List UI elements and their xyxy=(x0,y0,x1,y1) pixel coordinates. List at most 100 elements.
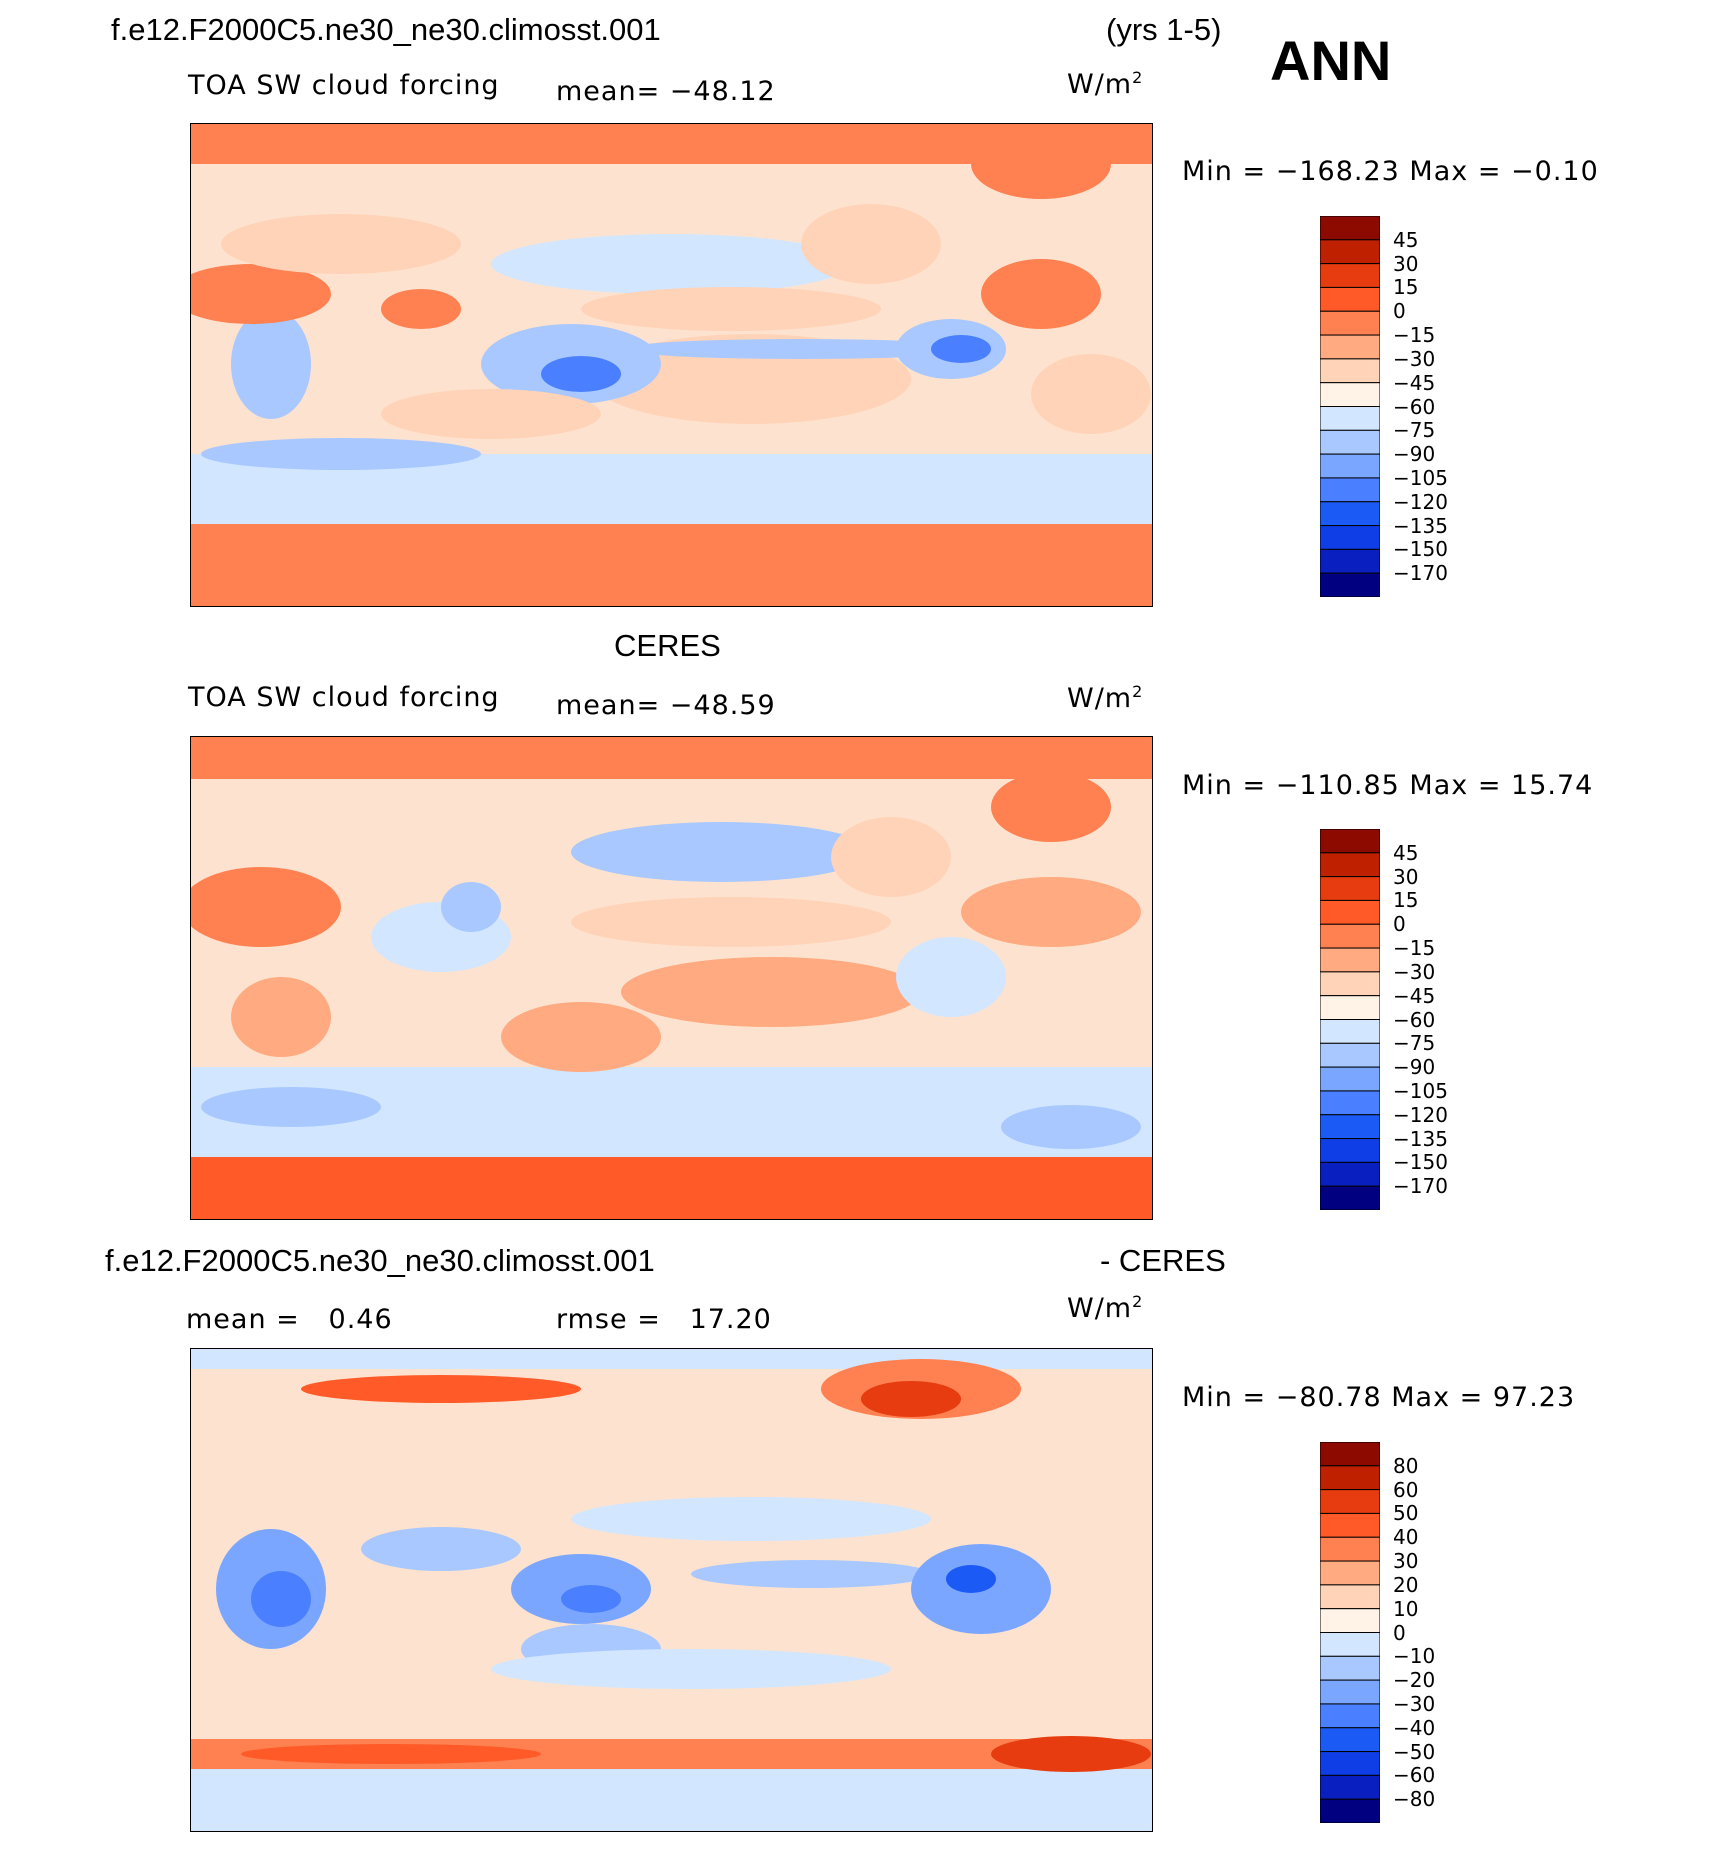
colorbar-label: −105 xyxy=(1393,1078,1448,1103)
colorbar-label: −50 xyxy=(1393,1739,1436,1764)
colorbar-label: 30 xyxy=(1393,251,1419,276)
colorbar-label: −135 xyxy=(1393,1126,1448,1151)
colorbar-label: 45 xyxy=(1393,840,1419,865)
colorbar-label: −40 xyxy=(1393,1715,1436,1740)
colorbar-swatch xyxy=(1319,852,1381,878)
colorbar-swatch xyxy=(1319,1560,1381,1586)
colorbar-swatch xyxy=(1319,1114,1381,1140)
panel1-colorbar xyxy=(1319,215,1381,602)
colorbar-swatch xyxy=(1319,406,1381,431)
colorbar-swatch xyxy=(1319,263,1381,288)
colorbar-swatch xyxy=(1319,1019,1381,1044)
colorbar-label: −150 xyxy=(1393,1150,1448,1175)
colorbar-label: −15 xyxy=(1393,936,1436,961)
colorbar-label: 10 xyxy=(1393,1596,1419,1621)
colorbar-swatch xyxy=(1319,1465,1381,1491)
panel3-colorbar-swatches xyxy=(1319,1441,1381,1824)
panel1-minmax: Min = −168.23 Max = −0.10 xyxy=(1182,156,1599,187)
colorbar-swatch xyxy=(1319,1632,1381,1657)
panel3-colorbar xyxy=(1319,1441,1381,1828)
colorbar-swatch xyxy=(1319,1679,1381,1705)
panel2-title: CERES xyxy=(614,628,721,663)
panel2-colorbar xyxy=(1319,828,1381,1215)
colorbar-swatch xyxy=(1319,525,1381,550)
colorbar-swatch xyxy=(1319,548,1381,574)
season-label: ANN xyxy=(1270,29,1392,92)
colorbar-swatch xyxy=(1319,1138,1381,1163)
colorbar-label: −75 xyxy=(1393,1031,1436,1056)
colorbar-swatch xyxy=(1319,334,1381,360)
panel2-field xyxy=(191,737,1152,1219)
colorbar-swatch xyxy=(1319,876,1381,901)
colorbar-swatch xyxy=(1319,923,1381,949)
colorbar-label: −30 xyxy=(1393,346,1436,371)
colorbar-swatch xyxy=(1319,358,1381,384)
colorbar-label: −90 xyxy=(1393,1055,1436,1080)
colorbar-swatch xyxy=(1319,239,1381,265)
panel1-map xyxy=(190,123,1153,607)
panel2-variable: TOA SW cloud forcing xyxy=(188,682,500,713)
colorbar-swatch xyxy=(1319,1090,1381,1116)
colorbar-label: 15 xyxy=(1393,888,1419,913)
colorbar-swatch xyxy=(1319,1751,1381,1776)
colorbar-label: −75 xyxy=(1393,418,1436,443)
colorbar-swatch xyxy=(1319,477,1381,503)
colorbar-swatch xyxy=(1319,572,1381,598)
panel3-field xyxy=(191,1349,1152,1831)
panel3-title-suffix: - CERES xyxy=(1100,1243,1226,1278)
colorbar-label: 30 xyxy=(1393,864,1419,889)
colorbar-swatch xyxy=(1319,971,1381,997)
panel2-minmax: Min = −110.85 Max = 15.74 xyxy=(1182,770,1594,801)
colorbar-swatch xyxy=(1319,1161,1381,1187)
colorbar-swatch xyxy=(1319,1608,1381,1633)
colorbar-label: 0 xyxy=(1393,1620,1406,1645)
colorbar-swatch xyxy=(1319,310,1381,336)
colorbar-label: −45 xyxy=(1393,370,1436,395)
colorbar-swatch xyxy=(1319,286,1381,312)
colorbar-swatch xyxy=(1319,1441,1381,1467)
panel1-field xyxy=(191,124,1152,606)
colorbar-swatch xyxy=(1319,1512,1381,1538)
colorbar-label: 60 xyxy=(1393,1477,1419,1502)
colorbar-swatch xyxy=(1319,215,1381,241)
colorbar-label: −105 xyxy=(1393,465,1448,490)
colorbar-swatch xyxy=(1319,1536,1381,1562)
panel2-units: W/m2 xyxy=(1067,682,1144,714)
colorbar-label: 50 xyxy=(1393,1501,1419,1526)
colorbar-swatch xyxy=(1319,1727,1381,1753)
colorbar-swatch xyxy=(1319,1489,1381,1514)
colorbar-swatch xyxy=(1319,947,1381,973)
years-label: (yrs 1-5) xyxy=(1106,12,1222,47)
colorbar-label: −90 xyxy=(1393,442,1436,467)
colorbar-swatch xyxy=(1319,501,1381,527)
panel3-units: W/m2 xyxy=(1067,1292,1144,1324)
panel3-title: f.e12.F2000C5.ne30_ne30.climosst.001 xyxy=(105,1243,655,1278)
panel1-variable: TOA SW cloud forcing xyxy=(188,70,500,101)
colorbar-label: −30 xyxy=(1393,1691,1436,1716)
colorbar-swatch xyxy=(1319,1584,1381,1610)
colorbar-swatch xyxy=(1319,828,1381,854)
colorbar-swatch xyxy=(1319,453,1381,479)
colorbar-swatch xyxy=(1319,1185,1381,1211)
panel3-map xyxy=(190,1348,1153,1832)
colorbar-label: −15 xyxy=(1393,323,1436,348)
colorbar-swatch xyxy=(1319,382,1381,407)
colorbar-label: −20 xyxy=(1393,1668,1436,1693)
colorbar-label: 0 xyxy=(1393,912,1406,937)
colorbar-label: 20 xyxy=(1393,1572,1419,1597)
colorbar-label: −45 xyxy=(1393,983,1436,1008)
colorbar-label: 80 xyxy=(1393,1453,1419,1478)
colorbar-label: 15 xyxy=(1393,275,1419,300)
case-title: f.e12.F2000C5.ne30_ne30.climosst.001 xyxy=(111,12,661,47)
panel2-map xyxy=(190,736,1153,1220)
colorbar-label: −170 xyxy=(1393,561,1448,586)
colorbar-label: 45 xyxy=(1393,227,1419,252)
panel2-colorbar-swatches xyxy=(1319,828,1381,1211)
panel2-mean: mean= −48.59 xyxy=(556,690,776,721)
colorbar-swatch xyxy=(1319,1703,1381,1729)
colorbar-swatch xyxy=(1319,1042,1381,1068)
colorbar-label: −60 xyxy=(1393,1007,1436,1032)
colorbar-label: −60 xyxy=(1393,394,1436,419)
colorbar-label: 40 xyxy=(1393,1525,1419,1550)
panel1-colorbar-swatches xyxy=(1319,215,1381,598)
